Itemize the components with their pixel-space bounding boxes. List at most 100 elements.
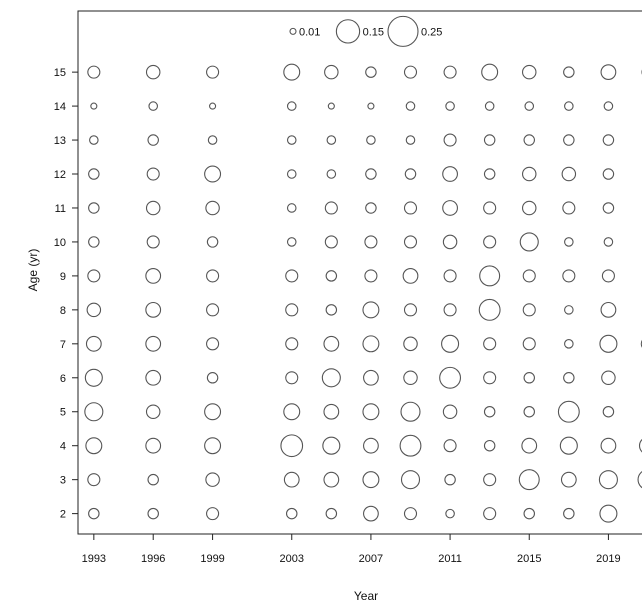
bubble: [640, 339, 642, 348]
y-tick-label: 5: [60, 407, 66, 419]
y-tick-label: 6: [60, 373, 66, 385]
bubble: [600, 301, 617, 318]
bubble: [286, 169, 297, 179]
y-tick-label: 2: [60, 509, 66, 521]
bubble: [445, 101, 455, 111]
bubble: [523, 405, 535, 418]
bubble: [286, 507, 298, 520]
bubble: [325, 507, 338, 520]
bubble: [207, 135, 218, 145]
y-tick-label: 12: [54, 169, 66, 181]
bubble: [89, 135, 99, 145]
bubble: [443, 303, 457, 317]
y-tick-label: 4: [60, 441, 66, 453]
bubble: [327, 102, 335, 110]
bubble: [145, 404, 161, 419]
bubble: [86, 302, 102, 318]
bubble: [599, 334, 618, 353]
bubble: [483, 168, 496, 180]
bubble: [481, 63, 499, 81]
bubble: [362, 335, 380, 353]
bubble: [564, 237, 574, 247]
bubble: [206, 337, 220, 351]
bubble: [145, 335, 162, 352]
bubble: [322, 436, 341, 455]
bubble: [85, 335, 102, 352]
y-tick-label: 13: [54, 135, 66, 147]
bubble: [324, 235, 338, 249]
bubble: [403, 303, 418, 317]
x-tick-label: 2007: [359, 553, 383, 565]
bubble: [444, 473, 456, 486]
bubble: [483, 439, 496, 452]
bubble: [403, 336, 418, 352]
bubble: [206, 65, 220, 79]
bubble: [285, 269, 299, 283]
bubble: [441, 334, 460, 353]
bubble: [399, 434, 422, 457]
bubble: [557, 400, 580, 423]
legend-bubble: [289, 27, 297, 35]
bubble: [204, 165, 222, 183]
bubble: [206, 507, 220, 521]
y-axis-title: Age (yr): [26, 249, 40, 292]
bubble: [523, 507, 535, 520]
bubble: [403, 201, 418, 215]
y-tick-label: 10: [54, 237, 66, 249]
bubble: [600, 437, 617, 454]
bubble: [205, 200, 220, 216]
bubble: [147, 473, 159, 486]
bubble: [519, 232, 539, 252]
bubble: [443, 65, 457, 79]
bubble: [363, 369, 379, 386]
bubble: [563, 66, 575, 78]
bubble: [600, 64, 617, 81]
bubble: [445, 508, 455, 519]
bubble: [209, 102, 217, 110]
bubble: [522, 303, 536, 317]
bubble: [638, 438, 642, 453]
bubble: [443, 133, 457, 147]
bubble: [602, 202, 615, 214]
y-tick-label: 8: [60, 305, 66, 317]
y-axis: 2 3 4 5 6 7 8 9 10 11 12 13 14 15: [54, 67, 78, 521]
x-tick-label: 2003: [280, 553, 304, 565]
bubble: [366, 135, 376, 145]
bubble: [326, 169, 337, 179]
bubble: [602, 168, 615, 180]
bubble: [603, 237, 614, 247]
bubble: [323, 471, 340, 488]
bubble: [483, 507, 497, 521]
bubble: [403, 507, 418, 521]
bubble: [145, 64, 161, 80]
bubble: [87, 473, 101, 487]
bubble: [206, 269, 220, 283]
legend-label: 0.15: [363, 26, 384, 38]
bubble: [521, 200, 537, 216]
x-axis-title: Year: [354, 589, 378, 603]
bubble: [145, 301, 162, 318]
bubble: [560, 471, 577, 488]
bubble: [404, 168, 417, 180]
bubble: [148, 101, 159, 111]
y-tick-label: 15: [54, 67, 66, 79]
plot-frame: [77, 10, 642, 535]
bubble: [285, 337, 299, 351]
bubble: [484, 101, 495, 111]
x-tick-label: 1999: [200, 553, 224, 565]
bubble: [400, 401, 421, 422]
y-tick-label: 9: [60, 271, 66, 283]
bubble: [88, 507, 100, 520]
bubble: [324, 64, 339, 80]
bubble: [523, 372, 535, 384]
bubble: [363, 437, 379, 454]
y-tick-label: 7: [60, 339, 66, 351]
bubble: [206, 303, 220, 317]
bubble: [367, 102, 375, 110]
bubble: [564, 101, 574, 111]
bubble: [88, 168, 100, 180]
bubble: [403, 370, 418, 386]
bubble: [602, 405, 615, 418]
bubble: [524, 101, 535, 111]
bubble: [523, 134, 535, 146]
